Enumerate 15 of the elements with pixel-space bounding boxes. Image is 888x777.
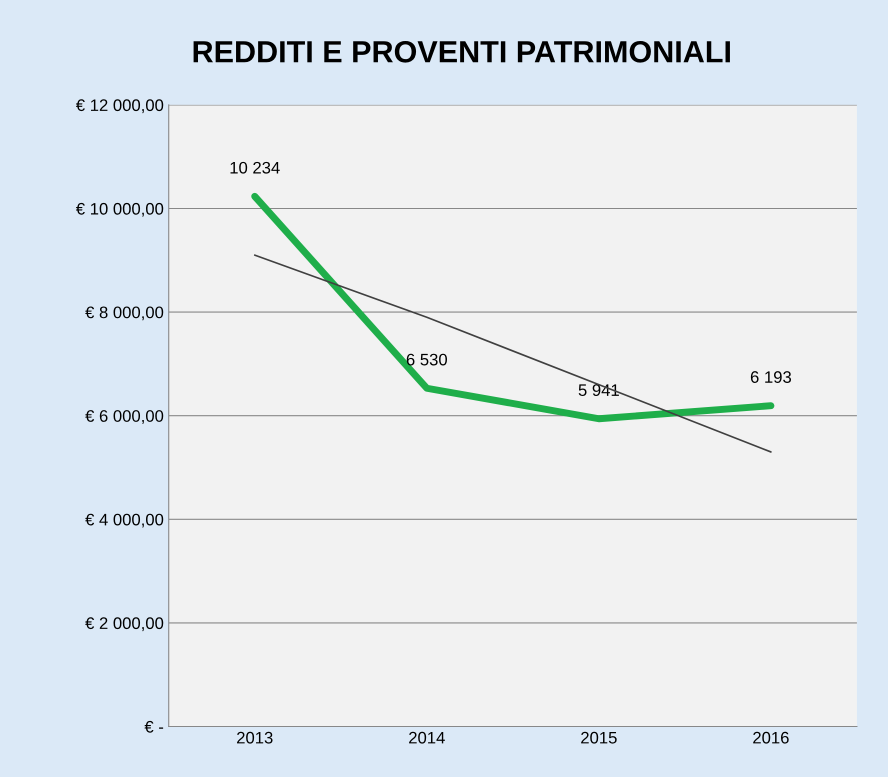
x-tick-label: 2015 xyxy=(581,732,617,744)
y-tick-label: € - xyxy=(144,720,164,733)
y-tick-label: € 6 000,00 xyxy=(85,410,164,424)
x-tick-label: 2014 xyxy=(409,732,445,744)
y-tick-label: € 12 000,00 xyxy=(76,99,164,114)
x-tick-label: 2016 xyxy=(753,732,789,744)
x-tick-label: 2013 xyxy=(237,732,273,744)
y-tick-label: € 2 000,00 xyxy=(85,617,164,632)
data-label: 6 193 xyxy=(750,371,792,383)
y-tick-label: € 4 000,00 xyxy=(85,514,164,528)
data-label: 6 530 xyxy=(406,354,447,366)
y-tick-label: € 10 000,00 xyxy=(76,202,164,217)
chart-title: REDDITI E PROVENTI PATRIMONIALI xyxy=(194,40,730,63)
data-label: 10 234 xyxy=(230,162,280,174)
y-tick-label: € 8 000,00 xyxy=(85,306,164,320)
